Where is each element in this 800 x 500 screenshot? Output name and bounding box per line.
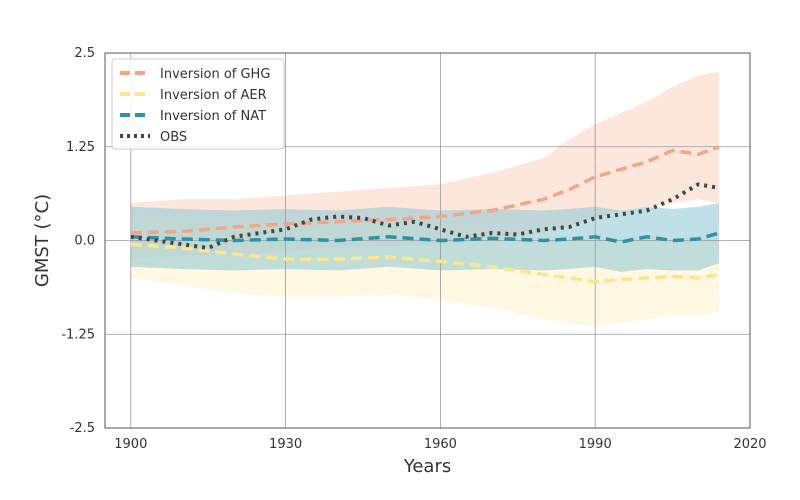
uncertainty-bands	[130, 71, 720, 327]
legend-label-inversion-of-nat: Inversion of NAT	[160, 109, 266, 124]
y-tick-labels: 2.5 1.25 0.0 -1.25 -2.5	[61, 46, 95, 436]
x-tick-2020: 2020	[733, 437, 766, 452]
y-tick-2: 0.0	[74, 234, 95, 249]
line-obs	[130, 182, 720, 250]
x-tick-1990: 1990	[579, 437, 612, 452]
line-inversion-of-nat	[130, 231, 720, 244]
y-tick-1: 1.25	[66, 140, 95, 155]
legend: Inversion of GHG Inversion of AER Inversio…	[111, 58, 285, 150]
plot-frame	[104, 52, 751, 429]
x-tick-1930: 1930	[269, 437, 302, 452]
legend-label-inversion-of-aer: Inversion of AER	[160, 88, 267, 103]
y-tick-0: 2.5	[74, 46, 95, 61]
legend-label-obs: OBS	[160, 130, 187, 145]
x-tick-1900: 1900	[114, 437, 147, 452]
y-tick-3: -1.25	[61, 327, 95, 342]
line-inversion-of-ghg	[130, 145, 720, 235]
series-lines	[130, 145, 720, 284]
band-inversion-of-nat	[130, 203, 720, 272]
y-tick-4: -2.5	[70, 421, 95, 436]
x-tick-1960: 1960	[424, 437, 457, 452]
x-tick-labels: 1900 1930 1960 1990 2020	[114, 437, 766, 452]
x-axis-label: Years	[403, 456, 452, 477]
line-inversion-of-aer	[130, 242, 720, 284]
y-axis-label: GMST (°C)	[32, 194, 53, 287]
legend-label-inversion-of-ghg: Inversion of GHG	[160, 67, 270, 82]
legend-box	[111, 58, 285, 150]
